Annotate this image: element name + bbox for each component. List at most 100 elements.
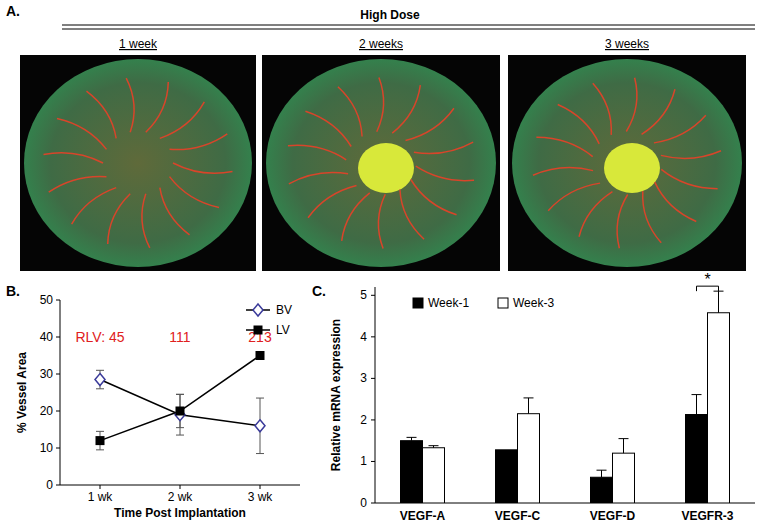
vessel <box>416 166 474 180</box>
y-tick-label: 0 <box>360 496 367 510</box>
vessel <box>126 78 134 132</box>
vessel <box>288 145 346 159</box>
vessel <box>342 193 370 241</box>
x-tick-label: VEGFR-3 <box>681 509 733 523</box>
y-tick-label: 20 <box>40 404 54 418</box>
bar <box>613 453 635 503</box>
panel-label: A. <box>6 3 20 19</box>
y-tick <box>371 503 375 504</box>
retina <box>266 59 496 267</box>
y-tick <box>56 337 60 338</box>
bar <box>518 414 540 503</box>
error-bar <box>524 398 534 414</box>
error-bar <box>407 437 417 440</box>
y-tick-label: 10 <box>40 441 54 455</box>
vessel <box>72 188 117 225</box>
y-tick <box>56 300 60 301</box>
image-caption: 3 weeks <box>605 37 649 51</box>
image-caption: 2 weeks <box>359 37 403 51</box>
y-tick-label: 50 <box>40 293 54 307</box>
vessel <box>338 87 362 137</box>
y-tick <box>371 378 375 379</box>
image-frame <box>508 55 746 271</box>
y-tick <box>56 374 60 375</box>
vessel <box>146 82 168 132</box>
vessel <box>57 118 107 149</box>
vessel <box>170 134 228 150</box>
y-tick-label: 3 <box>360 371 367 385</box>
vessel <box>643 191 662 243</box>
error-bar <box>256 352 264 359</box>
annotation: 111 <box>169 329 190 345</box>
x-axis-label: Time Post Implantation <box>114 506 246 520</box>
x-tick-label: 3 wk <box>248 490 274 504</box>
plot-area <box>95 351 265 454</box>
legend-label: BV <box>276 303 292 317</box>
vessel <box>160 188 190 235</box>
rule <box>62 29 755 30</box>
x-tick <box>260 485 261 489</box>
y-tick <box>56 485 60 486</box>
bar <box>708 313 730 503</box>
vessel <box>400 190 424 240</box>
x-tick-label: VEGF-A <box>400 509 446 523</box>
vessel <box>661 151 721 159</box>
vessel <box>86 91 116 138</box>
vessel <box>655 182 696 221</box>
marker <box>256 351 265 360</box>
legend-label: Week-3 <box>513 296 554 310</box>
marker <box>255 420 265 432</box>
image-frame <box>262 55 500 271</box>
x-tick-label: VEGF-C <box>495 509 541 523</box>
vessel <box>308 185 356 217</box>
vessel <box>377 78 384 132</box>
panel-title: High Dose <box>360 8 420 22</box>
vessel <box>289 172 348 183</box>
legend-label: Week-1 <box>428 296 469 310</box>
vessel <box>593 83 612 135</box>
x-tick-label: 1 wk <box>88 490 114 504</box>
y-tick-label: 1 <box>360 454 367 468</box>
vessel <box>536 137 592 156</box>
bar <box>401 441 423 503</box>
y-tick <box>56 411 60 412</box>
panel-label: C. <box>312 283 326 299</box>
vessel <box>392 85 420 133</box>
vessel <box>626 78 637 132</box>
vessel <box>305 111 351 146</box>
vessel <box>654 115 706 143</box>
vessel <box>108 194 130 244</box>
vessel <box>642 89 675 134</box>
bar <box>496 450 518 503</box>
vessel <box>49 176 107 192</box>
error-bar <box>176 394 184 427</box>
x-tick-label: VEGF-D <box>590 509 636 523</box>
y-tick <box>371 461 375 462</box>
marker <box>253 304 263 316</box>
bar <box>591 477 613 503</box>
vessel <box>160 102 205 139</box>
vessel <box>378 194 385 248</box>
error-bar <box>429 446 439 448</box>
image-frame <box>20 55 256 271</box>
figure: A.High Dose1 week2 weeks3 weeksB.0102030… <box>0 0 763 530</box>
error-bar <box>176 394 184 435</box>
vessel <box>548 183 600 211</box>
marker <box>254 326 263 335</box>
implant <box>358 143 414 193</box>
image-caption: 1 week <box>119 37 158 51</box>
vessel <box>411 179 457 214</box>
series-line <box>100 356 260 441</box>
error-bar <box>597 470 607 477</box>
y-axis-label: % Vessel Area <box>15 352 29 433</box>
y-tick-label: 40 <box>40 330 54 344</box>
vessel <box>617 194 628 248</box>
y-axis-label: Relative mRNA expression <box>329 319 343 471</box>
y-tick-label: 30 <box>40 367 54 381</box>
error-bar <box>96 431 104 450</box>
annotation: RLV: 45 <box>75 329 124 345</box>
plot-area <box>401 291 730 503</box>
vessel <box>533 168 593 176</box>
vessel <box>142 194 150 248</box>
y-tick-label: 4 <box>360 330 367 344</box>
